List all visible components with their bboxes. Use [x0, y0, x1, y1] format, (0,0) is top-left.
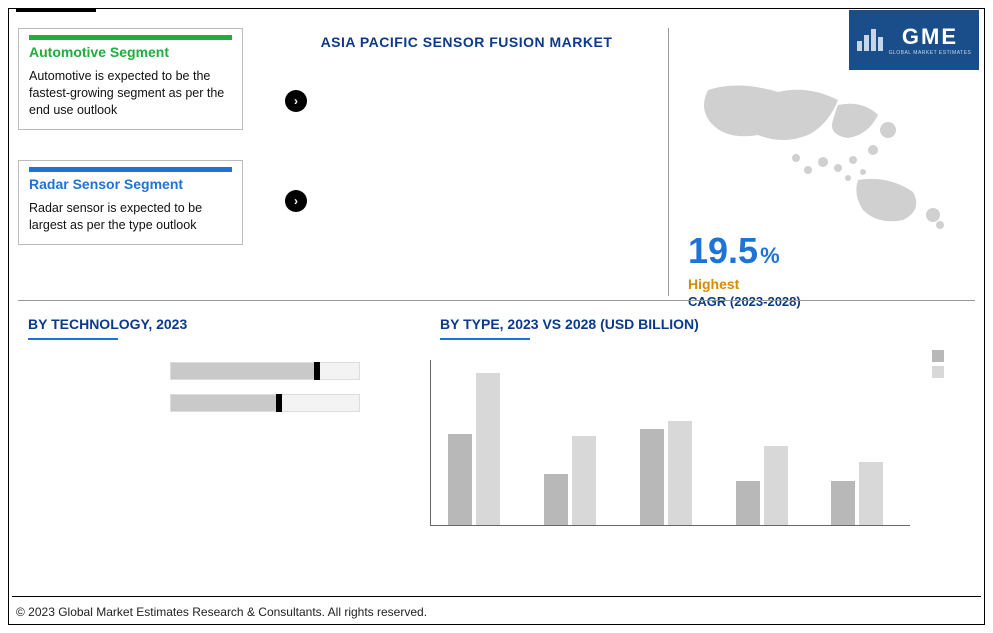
copyright-text: © 2023 Global Market Estimates Research …	[16, 605, 427, 619]
top-accent-bar	[16, 8, 96, 12]
bar-series-a	[736, 481, 760, 525]
radar-segment-card: Radar Sensor Segment Radar sensor is exp…	[18, 160, 243, 245]
bar-series-b	[859, 462, 883, 525]
gme-logo: GME GLOBAL MARKET ESTIMATES	[849, 10, 979, 70]
vertical-divider	[668, 28, 669, 296]
bottom-divider	[12, 596, 981, 597]
bar-group	[640, 421, 696, 525]
logo-bars-icon	[857, 29, 883, 51]
percent-symbol: %	[760, 243, 780, 269]
bullet-row-2: ›	[285, 190, 645, 212]
cagr-percent: 19.5%	[688, 230, 968, 272]
bar-series-a	[831, 481, 855, 525]
bar-series-b	[668, 421, 692, 525]
tech-bar-fill	[171, 363, 318, 379]
tech-bar-fill	[171, 395, 280, 411]
tech-bar-row	[30, 394, 360, 412]
horizontal-divider	[18, 300, 975, 301]
bar-series-b	[764, 446, 788, 525]
chart-legend	[932, 350, 950, 382]
logo-subtext: GLOBAL MARKET ESTIMATES	[889, 50, 972, 56]
bar-series-b	[572, 436, 596, 525]
chart-plot-area	[430, 360, 910, 526]
asia-pacific-map-icon	[688, 80, 948, 230]
chevron-right-icon: ›	[285, 190, 307, 212]
automotive-card-title: Automotive Segment	[29, 44, 232, 60]
highest-label: Highest	[688, 276, 968, 292]
bar-series-b	[476, 373, 500, 525]
type-header-text: BY TYPE, 2023 VS 2028 (USD BILLION)	[440, 316, 699, 332]
bar-series-a	[448, 434, 472, 525]
logo-text: GME	[902, 24, 958, 50]
apac-cagr-panel: 19.5% Highest CAGR (2023-2028)	[688, 80, 968, 309]
header-underline	[28, 338, 118, 340]
bar-group	[831, 462, 887, 525]
by-type-header: BY TYPE, 2023 VS 2028 (USD BILLION)	[440, 316, 699, 340]
legend-swatch-b	[932, 366, 944, 378]
tech-header-text: BY TECHNOLOGY, 2023	[28, 316, 187, 332]
legend-swatch-a	[932, 350, 944, 362]
radar-card-desc: Radar sensor is expected to be largest a…	[29, 200, 232, 234]
header-underline	[440, 338, 530, 340]
bar-group	[544, 436, 600, 525]
cagr-period-label: CAGR (2023-2028)	[688, 294, 968, 309]
cagr-value: 19.5	[688, 230, 758, 272]
bar-series-a	[544, 474, 568, 525]
bar-group	[448, 373, 504, 525]
technology-bar-chart	[30, 362, 360, 426]
radar-card-title: Radar Sensor Segment	[29, 176, 232, 192]
chevron-right-icon: ›	[285, 90, 307, 112]
page-title: ASIA PACIFIC SENSOR FUSION MARKET	[270, 34, 663, 50]
bar-series-a	[640, 429, 664, 525]
bullet-row-1: ›	[285, 90, 645, 112]
card-accent-bar	[29, 167, 232, 172]
bar-group	[736, 446, 792, 525]
tech-bar-row	[30, 362, 360, 380]
automotive-segment-card: Automotive Segment Automotive is expecte…	[18, 28, 243, 130]
tech-bar-track	[170, 362, 360, 380]
card-accent-bar	[29, 35, 232, 40]
type-grouped-bar-chart	[430, 350, 950, 550]
tech-bar-track	[170, 394, 360, 412]
by-technology-header: BY TECHNOLOGY, 2023	[28, 316, 187, 340]
automotive-card-desc: Automotive is expected to be the fastest…	[29, 68, 232, 119]
